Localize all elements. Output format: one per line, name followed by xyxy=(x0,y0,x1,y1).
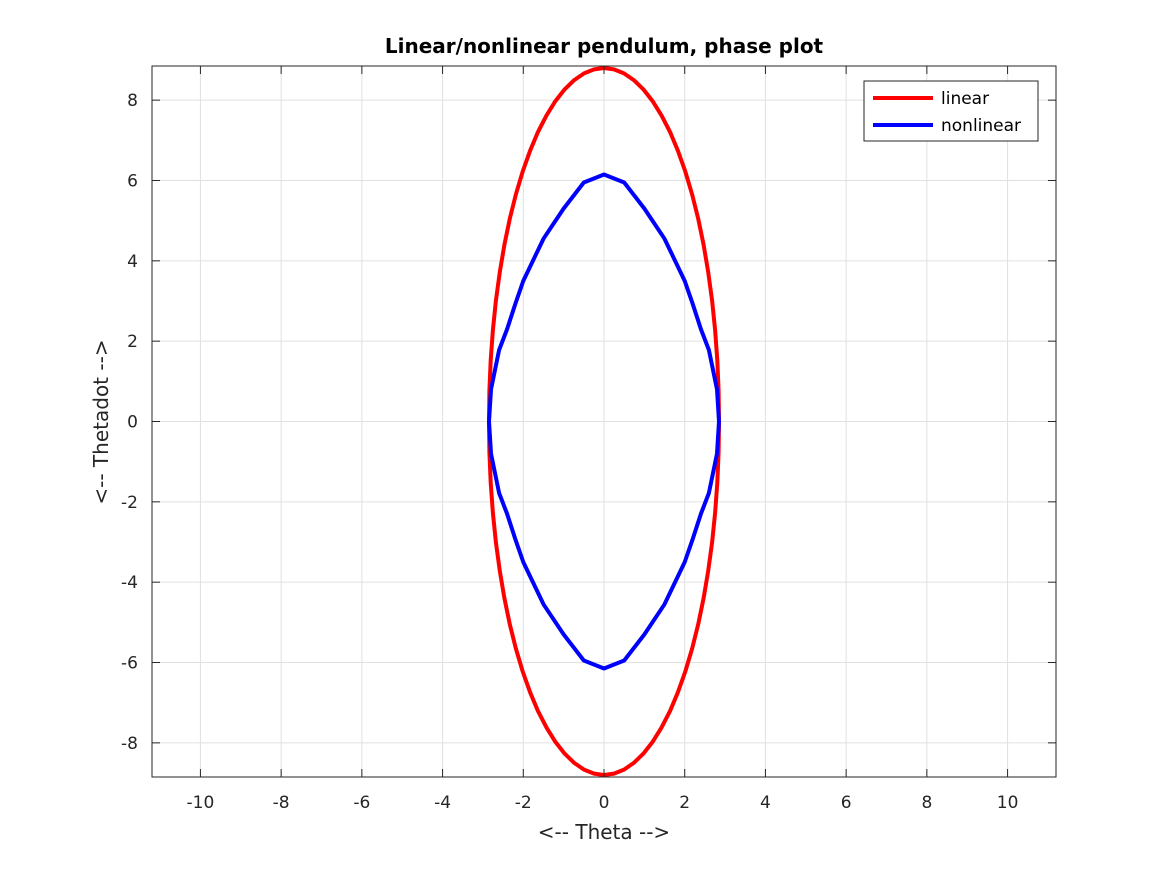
grid-lines xyxy=(152,66,1056,777)
y-tick-label: 0 xyxy=(127,413,138,433)
y-tick-label: -2 xyxy=(121,493,138,513)
x-tick-label: 8 xyxy=(921,793,932,813)
x-tick-label: 2 xyxy=(679,793,690,813)
x-tick-label: 10 xyxy=(997,793,1019,813)
y-tick-labels: -8 -6 -4 -2 0 2 4 6 8 xyxy=(121,91,138,754)
x-tick-label: -6 xyxy=(353,793,370,813)
y-tick-label: -6 xyxy=(121,654,138,674)
x-tick-label: -8 xyxy=(273,793,290,813)
y-tick-label: 2 xyxy=(127,332,138,352)
tick-marks xyxy=(152,66,1056,777)
y-tick-label: -4 xyxy=(121,573,138,593)
y-tick-label: 8 xyxy=(127,91,138,111)
legend-box xyxy=(863,80,1039,142)
y-tick-label: 4 xyxy=(127,252,138,272)
y-tick-label: -8 xyxy=(121,734,138,754)
x-tick-label: -10 xyxy=(187,793,215,813)
x-tick-label: 6 xyxy=(841,793,852,813)
series-layer xyxy=(487,66,721,777)
x-tick-label: -4 xyxy=(434,793,451,813)
chart-title: Linear/nonlinear pendulum, phase plot xyxy=(385,34,824,58)
x-tick-labels: -10 -8 -6 -4 -2 0 2 4 6 8 10 xyxy=(187,793,1019,813)
y-tick-label: 6 xyxy=(127,171,138,191)
x-tick-label: -2 xyxy=(515,793,532,813)
legend: linear nonlinear xyxy=(863,80,1039,142)
x-tick-label: 0 xyxy=(599,793,610,813)
legend-label-linear: linear xyxy=(941,89,989,109)
series-line-nonlinear xyxy=(487,172,721,671)
x-tick-label: 4 xyxy=(760,793,771,813)
x-axis-label: <-- Theta --> xyxy=(538,820,670,844)
y-axis-label: <-- Thetadot --> xyxy=(89,339,113,504)
legend-label-nonlinear: nonlinear xyxy=(941,116,1021,136)
